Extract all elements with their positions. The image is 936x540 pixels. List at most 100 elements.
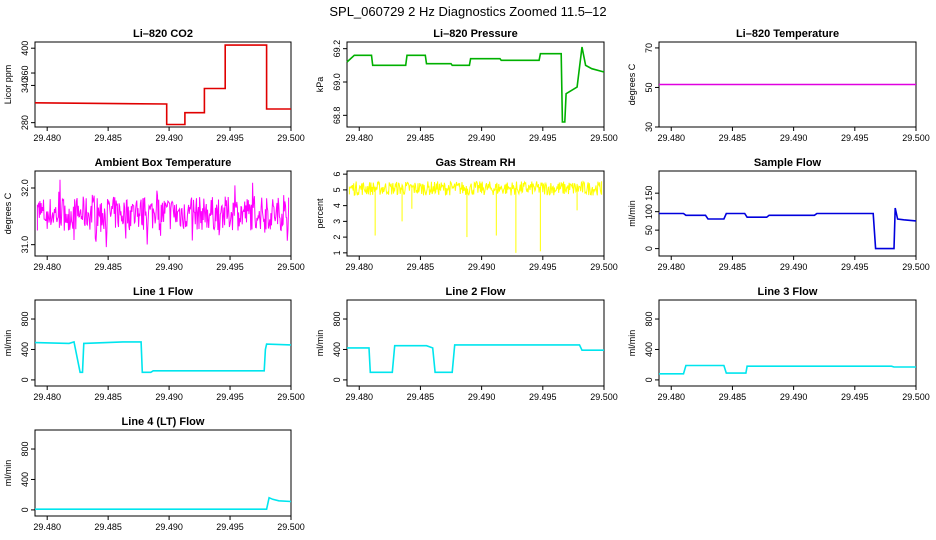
y-tick-label: 0 bbox=[644, 377, 654, 382]
y-tick-label: 30 bbox=[644, 122, 654, 132]
y-axis-label: kPa bbox=[315, 77, 325, 93]
y-tick-label: 68.8 bbox=[332, 107, 342, 125]
y-axis-label: ml/min bbox=[315, 330, 325, 357]
x-tick-label: 29.490 bbox=[155, 262, 183, 272]
y-tick-label: 31.0 bbox=[20, 236, 30, 254]
y-tick-label: 70 bbox=[644, 43, 654, 53]
panel-title: Line 1 Flow bbox=[133, 286, 193, 298]
series-line bbox=[346, 46, 605, 123]
y-tick-label: 50 bbox=[644, 225, 654, 235]
x-tick-label: 29.495 bbox=[529, 133, 557, 143]
panel-2: Li–820 Pressure kPa 29.480 29.485 29.490 29.4… bbox=[315, 28, 618, 143]
y-axis-label: degrees C bbox=[627, 63, 637, 105]
main-title: SPL_060729 2 Hz Diagnostics Zoomed 11.5–… bbox=[329, 4, 606, 19]
x-tick-label: 29.480 bbox=[657, 133, 685, 143]
series-line bbox=[348, 180, 603, 197]
y-tick-label: 2 bbox=[332, 235, 342, 240]
x-tick-label: 29.495 bbox=[529, 262, 557, 272]
y-tick-label: 69.2 bbox=[332, 40, 342, 58]
x-tick-label: 29.485 bbox=[94, 522, 122, 532]
x-tick-label: 29.485 bbox=[94, 262, 122, 272]
y-tick-label: 400 bbox=[20, 41, 30, 56]
panel-5: Gas Stream RH percent 29.480 29.485 29.490 29… bbox=[315, 157, 618, 272]
x-tick-label: 29.500 bbox=[590, 262, 618, 272]
x-tick-label: 29.480 bbox=[345, 133, 373, 143]
x-tick-label: 29.500 bbox=[590, 133, 618, 143]
x-tick-label: 29.500 bbox=[277, 522, 305, 532]
panel-9: Line 3 Flow ml/min 29.480 29.485 29.490 29.49… bbox=[627, 286, 930, 402]
plot-frame bbox=[346, 299, 605, 387]
x-tick-label: 29.500 bbox=[277, 392, 305, 402]
x-tick-label: 29.490 bbox=[780, 392, 808, 402]
x-tick-label: 29.495 bbox=[529, 392, 557, 402]
panel-title: Li–820 CO2 bbox=[133, 28, 193, 40]
y-tick-label: 800 bbox=[20, 312, 30, 327]
x-tick-label: 29.485 bbox=[719, 262, 747, 272]
x-tick-label: 29.480 bbox=[33, 392, 61, 402]
y-tick-label: 400 bbox=[332, 342, 342, 357]
panel-title: Li–820 Temperature bbox=[736, 28, 839, 40]
panel-title: Gas Stream RH bbox=[435, 157, 515, 169]
y-tick-label: 3 bbox=[332, 219, 342, 224]
x-tick-label: 29.480 bbox=[345, 392, 373, 402]
x-tick-label: 29.485 bbox=[94, 133, 122, 143]
x-tick-label: 29.485 bbox=[719, 133, 747, 143]
y-tick-label: 400 bbox=[644, 342, 654, 357]
x-tick-label: 29.495 bbox=[216, 392, 244, 402]
panel-4: Ambient Box Temperature degrees C 29.480 29… bbox=[3, 157, 305, 272]
series-line bbox=[659, 207, 917, 250]
x-tick-label: 29.495 bbox=[216, 133, 244, 143]
y-tick-label: 50 bbox=[644, 82, 654, 92]
x-tick-label: 29.485 bbox=[719, 392, 747, 402]
y-tick-label: 32.0 bbox=[20, 179, 30, 197]
y-tick-label: 800 bbox=[20, 442, 30, 457]
y-tick-label: 400 bbox=[20, 342, 30, 357]
series-line bbox=[347, 344, 604, 374]
x-tick-label: 29.495 bbox=[841, 392, 869, 402]
panel-title: Li–820 Pressure bbox=[433, 28, 517, 40]
x-tick-label: 29.500 bbox=[902, 133, 930, 143]
x-tick-label: 29.490 bbox=[780, 262, 808, 272]
plot-frame bbox=[658, 170, 917, 257]
x-tick-label: 29.490 bbox=[155, 392, 183, 402]
plot-frame bbox=[34, 429, 292, 517]
x-tick-label: 29.490 bbox=[155, 522, 183, 532]
x-tick-label: 29.500 bbox=[590, 392, 618, 402]
y-tick-label: 0 bbox=[332, 377, 342, 382]
y-tick-label: 340 bbox=[20, 78, 30, 93]
plot-frame bbox=[658, 299, 917, 387]
plot-frame bbox=[34, 299, 292, 387]
x-tick-label: 29.490 bbox=[468, 392, 496, 402]
plot-frame bbox=[346, 170, 605, 257]
x-tick-label: 29.495 bbox=[841, 262, 869, 272]
y-tick-label: 800 bbox=[332, 312, 342, 327]
plot-frame bbox=[346, 41, 605, 128]
y-axis-label: ml/min bbox=[627, 200, 637, 227]
y-tick-label: 5 bbox=[332, 187, 342, 192]
panel-title: Line 4 (LT) Flow bbox=[122, 416, 205, 428]
y-tick-label: 0 bbox=[20, 507, 30, 512]
x-tick-label: 29.495 bbox=[216, 262, 244, 272]
panel-8: Line 2 Flow ml/min 29.480 29.485 29.490 29.49… bbox=[315, 286, 618, 402]
series-line bbox=[36, 179, 290, 248]
x-tick-label: 29.495 bbox=[841, 133, 869, 143]
x-tick-label: 29.480 bbox=[33, 522, 61, 532]
x-tick-label: 29.490 bbox=[780, 133, 808, 143]
y-axis-label: percent bbox=[315, 198, 325, 229]
x-tick-label: 29.500 bbox=[277, 262, 305, 272]
series-line bbox=[35, 496, 292, 510]
x-tick-label: 29.490 bbox=[468, 262, 496, 272]
y-tick-label: 100 bbox=[644, 204, 654, 219]
y-tick-label: 360 bbox=[20, 66, 30, 81]
y-tick-label: 0 bbox=[20, 377, 30, 382]
panel-title: Line 2 Flow bbox=[446, 286, 506, 298]
y-tick-label: 4 bbox=[332, 203, 342, 208]
series-line bbox=[659, 364, 916, 375]
y-axis-label: ml/min bbox=[3, 330, 13, 357]
series-line bbox=[34, 44, 291, 126]
x-tick-label: 29.490 bbox=[468, 133, 496, 143]
y-tick-label: 280 bbox=[20, 115, 30, 130]
panel-6: Sample Flow ml/min 29.480 29.485 29.490 29.49… bbox=[627, 157, 930, 272]
x-tick-label: 29.480 bbox=[657, 392, 685, 402]
plot-frame bbox=[34, 170, 292, 257]
